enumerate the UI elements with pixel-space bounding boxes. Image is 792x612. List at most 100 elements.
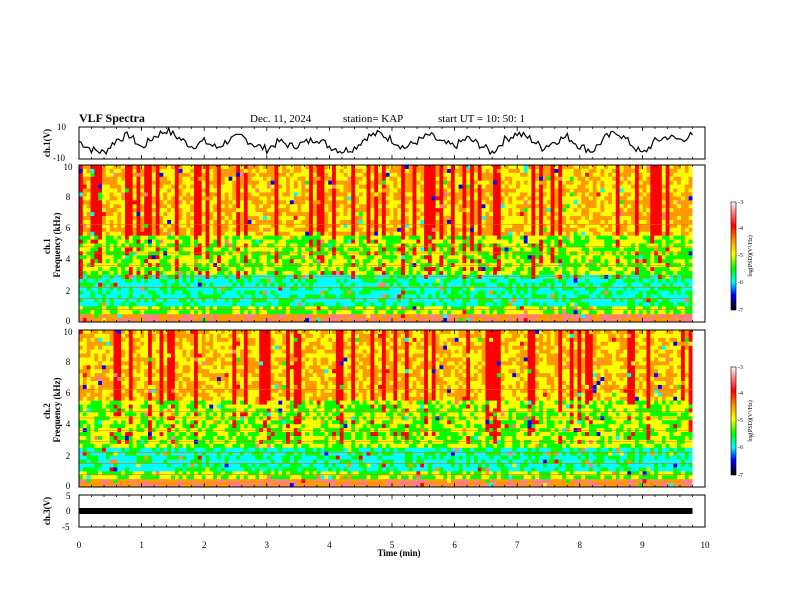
spec1-cell — [351, 180, 356, 185]
spec1-cell — [247, 208, 252, 213]
spec1-cell — [282, 243, 287, 248]
spec1-cell — [171, 231, 176, 236]
spec1-cell — [550, 165, 555, 170]
spec1-cell — [140, 223, 145, 229]
spec1-cell — [186, 298, 191, 303]
spec1-cell — [450, 306, 456, 311]
spec1-cell — [159, 255, 164, 260]
spec1-cell — [293, 278, 298, 284]
spec1-cell — [259, 318, 264, 323]
spec1-cell — [339, 176, 344, 181]
spec1-cell — [278, 314, 283, 319]
spec1-cell — [366, 168, 371, 174]
spec1-cell — [251, 318, 256, 323]
spec1-cell — [163, 196, 168, 201]
spec1-cell — [201, 168, 206, 174]
spec1-cell — [366, 196, 371, 201]
spec1-cell — [374, 219, 379, 225]
spec1-cell — [412, 239, 417, 244]
spec1-cell — [309, 274, 314, 280]
spec1-cell — [335, 255, 341, 260]
spec1-cell — [519, 168, 525, 174]
spec1-cell — [397, 302, 402, 307]
spec1-cell — [220, 168, 225, 174]
spec1-cell — [148, 314, 153, 319]
spec1-cell — [539, 298, 544, 303]
spec1-cell — [427, 184, 433, 189]
spec1-cell — [86, 212, 91, 217]
spec1-cell — [370, 168, 375, 174]
spec1-cell — [209, 200, 214, 205]
spec1-cell — [125, 310, 130, 315]
spec1-cell — [485, 286, 490, 291]
spec1-cell — [217, 231, 222, 236]
spec1-cell — [416, 318, 421, 323]
spec1-cell — [343, 310, 348, 315]
spec1-cell — [251, 306, 256, 311]
spec1-cell — [366, 219, 371, 225]
spec1-cell — [393, 223, 398, 229]
spec1-cell — [159, 318, 164, 323]
spec1-cell — [493, 310, 498, 315]
spec1-cell — [381, 180, 387, 185]
spec1-cell — [431, 310, 436, 315]
spec1-cell — [236, 267, 241, 272]
spec1-cell — [259, 184, 264, 189]
spec1-cell — [163, 231, 168, 236]
spec1-cell — [301, 188, 306, 193]
spec1-cell — [343, 192, 348, 197]
spec1-cell — [144, 247, 149, 252]
spec1-cell — [378, 176, 383, 181]
spec1-cell — [98, 188, 103, 193]
spec1-cell — [98, 270, 103, 276]
spec1-cell — [550, 314, 555, 319]
spec1-cell — [102, 212, 107, 217]
spec1-cell — [493, 239, 498, 244]
spec1-cell — [94, 314, 99, 319]
spec1-cell — [297, 188, 302, 193]
spec1-cell — [240, 294, 245, 299]
spec1-cell — [293, 247, 298, 252]
spec1-cell — [381, 267, 387, 272]
spec1-cell — [278, 239, 283, 244]
spec1-cell — [144, 223, 149, 229]
spec1-cell — [117, 247, 122, 252]
spec1-cell — [247, 314, 252, 319]
spec1-cell — [366, 216, 371, 221]
spec1-cell — [297, 204, 302, 209]
spec1-cell — [297, 294, 302, 299]
spec1-cell — [324, 306, 329, 311]
spec1-cell — [416, 267, 421, 272]
spec1-cell — [412, 270, 417, 276]
spec1-cell — [362, 306, 367, 311]
spec1-cell — [171, 184, 176, 189]
spec1-cell — [335, 168, 341, 174]
spec1-cell — [286, 247, 291, 252]
spec1-cell — [236, 306, 241, 311]
spec1-cell — [220, 310, 225, 315]
spec1-cell — [121, 278, 126, 284]
spec1-cell — [397, 212, 402, 217]
spec1-cell — [550, 267, 555, 272]
spec1-cell — [454, 274, 459, 280]
spec1-cell — [178, 290, 183, 295]
spec1-cell — [393, 204, 398, 209]
spec1-cell — [500, 294, 505, 299]
spec1-cell — [263, 235, 268, 240]
spec1-cell — [171, 274, 176, 280]
ch1-ytick-top: 10 — [57, 122, 67, 132]
spec1-cell — [332, 172, 337, 178]
spec1-cell — [205, 180, 210, 185]
spec1-cell — [351, 231, 356, 236]
spec1-cell — [117, 290, 122, 295]
spec1-cell — [228, 298, 233, 303]
ch1-waveform-line — [78, 126, 693, 156]
spec1-cell — [351, 192, 356, 197]
spec1-cell — [232, 231, 237, 236]
spec1-cell — [550, 231, 555, 236]
spec1-cell — [274, 302, 279, 307]
spec1-cell — [194, 216, 199, 221]
spec1-cell — [316, 274, 321, 280]
spec1-cell — [443, 176, 448, 181]
spec1-cell — [159, 223, 164, 229]
